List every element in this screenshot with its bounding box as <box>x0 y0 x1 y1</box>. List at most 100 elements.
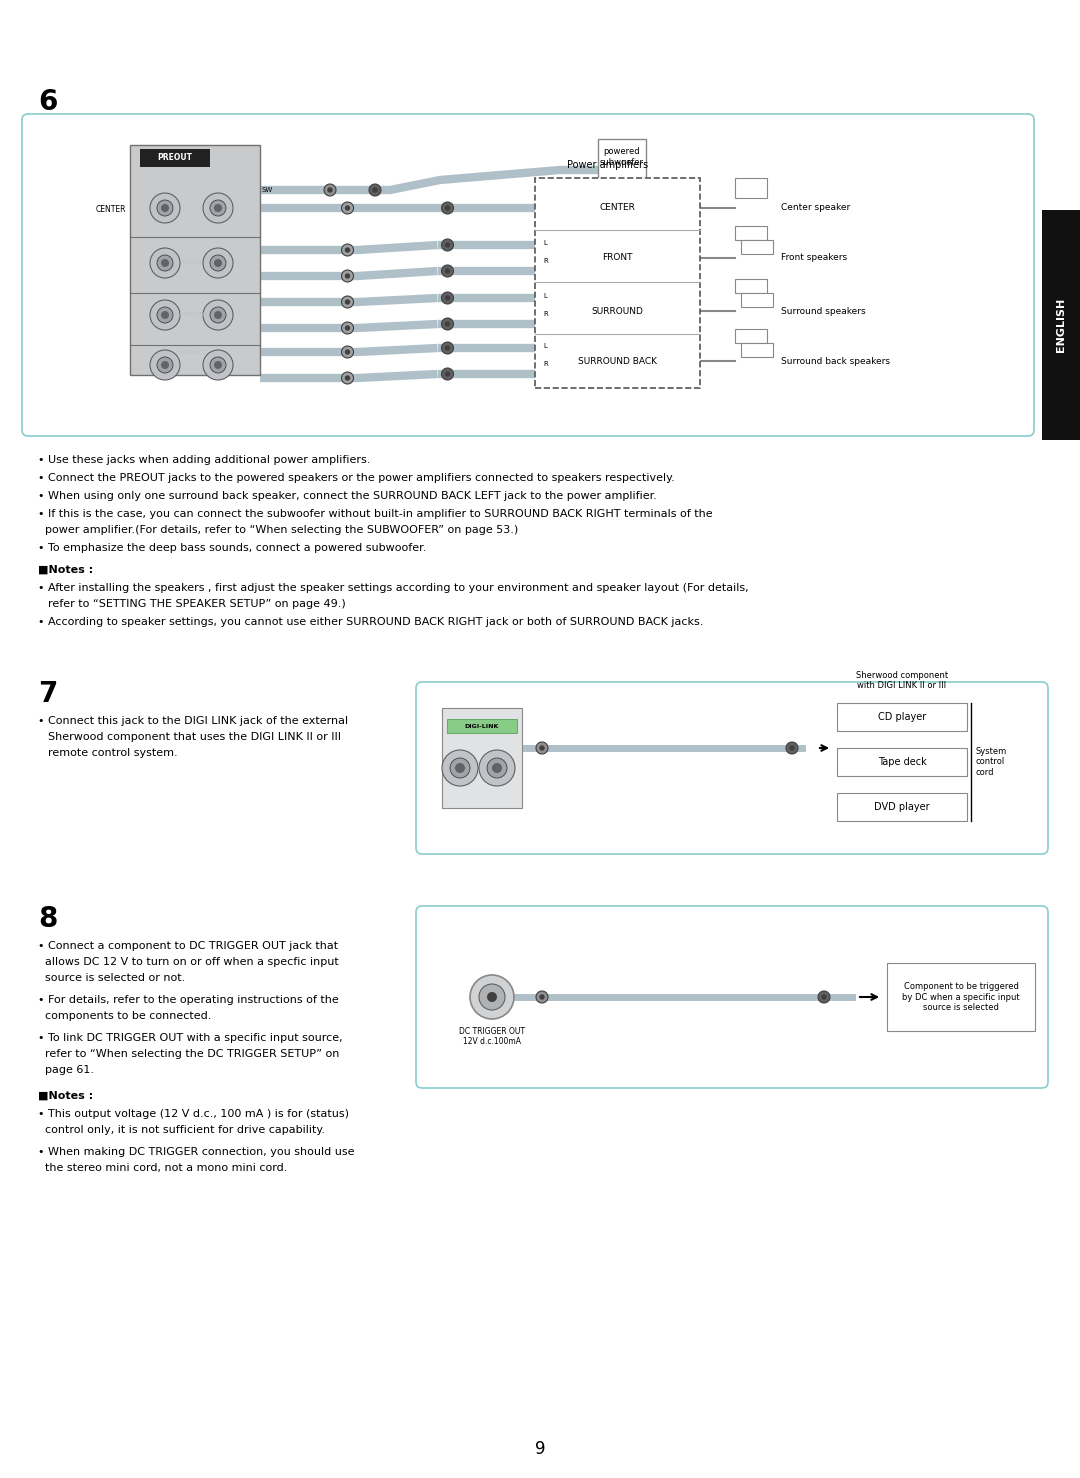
Text: SURROUND: SURROUND <box>592 306 644 315</box>
Circle shape <box>369 183 381 197</box>
Circle shape <box>442 202 454 214</box>
Text: ENGLISH: ENGLISH <box>1056 299 1066 352</box>
Circle shape <box>373 188 378 192</box>
Text: L: L <box>543 343 546 349</box>
Circle shape <box>487 992 497 1002</box>
Circle shape <box>442 341 454 355</box>
Bar <box>447 718 517 733</box>
Text: ■Notes :: ■Notes : <box>38 1091 93 1101</box>
Bar <box>130 145 260 375</box>
Circle shape <box>345 349 350 355</box>
Text: DVD player: DVD player <box>874 803 930 811</box>
Circle shape <box>345 247 350 253</box>
Text: 9: 9 <box>535 1440 545 1457</box>
Circle shape <box>210 307 226 324</box>
Circle shape <box>210 358 226 372</box>
Text: Tape deck: Tape deck <box>878 757 927 767</box>
Circle shape <box>341 270 353 282</box>
Circle shape <box>480 749 515 786</box>
Text: source is selected or not.: source is selected or not. <box>38 973 186 983</box>
Text: SURROUND: SURROUND <box>174 312 210 318</box>
Circle shape <box>157 200 173 216</box>
Text: 8: 8 <box>38 905 57 933</box>
Circle shape <box>324 183 336 197</box>
Text: • For details, refer to the operating instructions of the: • For details, refer to the operating in… <box>38 995 339 1005</box>
Text: components to be connected.: components to be connected. <box>38 1011 212 1021</box>
Circle shape <box>786 742 798 754</box>
Text: System
control
cord: System control cord <box>975 746 1007 777</box>
Text: • Connect the PREOUT jacks to the powered speakers or the power amplifiers conne: • Connect the PREOUT jacks to the powere… <box>38 473 675 483</box>
Bar <box>837 704 967 732</box>
Bar <box>140 149 210 167</box>
Text: R: R <box>543 310 548 316</box>
Circle shape <box>157 307 173 324</box>
Circle shape <box>341 202 353 214</box>
Circle shape <box>480 984 505 1009</box>
Circle shape <box>161 204 168 211</box>
Circle shape <box>450 758 470 777</box>
Text: • Connect a component to DC TRIGGER OUT jack that: • Connect a component to DC TRIGGER OUT … <box>38 941 338 950</box>
Circle shape <box>445 321 450 327</box>
Circle shape <box>445 205 450 211</box>
Text: SW: SW <box>262 188 273 194</box>
Circle shape <box>161 259 168 268</box>
Circle shape <box>539 745 544 751</box>
Circle shape <box>327 188 333 192</box>
Text: • To link DC TRIGGER OUT with a specific input source,: • To link DC TRIGGER OUT with a specific… <box>38 1033 342 1043</box>
Text: 6: 6 <box>38 89 57 115</box>
Text: • When using only one surround back speaker, connect the SURROUND BACK LEFT jack: • When using only one surround back spea… <box>38 491 657 501</box>
Circle shape <box>150 248 180 278</box>
Text: • After installing the speakers , first adjust the speaker settings according to: • After installing the speakers , first … <box>38 582 748 593</box>
Bar <box>735 226 767 239</box>
Text: powered
subwoofer: powered subwoofer <box>600 148 644 167</box>
Text: Component to be triggered
by DC when a specific input
source is selected: Component to be triggered by DC when a s… <box>902 981 1020 1012</box>
Circle shape <box>345 205 350 211</box>
Circle shape <box>150 194 180 223</box>
Text: DC TRIGGER OUT
12V d.c.100mA: DC TRIGGER OUT 12V d.c.100mA <box>459 1027 525 1046</box>
Text: Sherwood component
with DIGI LINK II or III: Sherwood component with DIGI LINK II or … <box>856 671 948 690</box>
FancyBboxPatch shape <box>416 906 1048 1088</box>
Circle shape <box>445 371 450 377</box>
Bar <box>598 139 646 185</box>
Circle shape <box>345 300 350 304</box>
Circle shape <box>442 265 454 276</box>
Bar <box>741 293 773 307</box>
Text: Power amplifiers: Power amplifiers <box>567 160 648 170</box>
Text: R: R <box>543 361 548 367</box>
Text: power amplifier.(For details, refer to “When selecting the SUBWOOFER” on page 53: power amplifier.(For details, refer to “… <box>38 525 518 535</box>
Circle shape <box>345 273 350 279</box>
Circle shape <box>487 758 507 777</box>
Circle shape <box>341 244 353 256</box>
Text: SURROUND BACK: SURROUND BACK <box>578 356 657 365</box>
Circle shape <box>492 763 502 773</box>
Text: • Connect this jack to the DIGI LINK jack of the external: • Connect this jack to the DIGI LINK jac… <box>38 715 348 726</box>
Circle shape <box>341 346 353 358</box>
Circle shape <box>445 346 450 350</box>
Text: CENTER: CENTER <box>95 205 126 214</box>
Text: control only, it is not sufficient for drive capability.: control only, it is not sufficient for d… <box>38 1125 325 1135</box>
Circle shape <box>203 350 233 380</box>
Circle shape <box>150 300 180 330</box>
Text: page 61.: page 61. <box>38 1066 94 1075</box>
Text: remote control system.: remote control system. <box>48 748 177 758</box>
Text: • If this is the case, you can connect the subwoofer without built-in amplifier : • If this is the case, you can connect t… <box>38 508 713 519</box>
Text: DIGI-LINK: DIGI-LINK <box>464 724 499 729</box>
Circle shape <box>455 763 465 773</box>
Text: CD player: CD player <box>878 712 927 721</box>
Circle shape <box>470 975 514 1018</box>
Circle shape <box>821 995 826 999</box>
Bar <box>535 177 700 389</box>
Circle shape <box>341 372 353 384</box>
Circle shape <box>210 200 226 216</box>
Text: Center speaker: Center speaker <box>781 204 850 213</box>
Circle shape <box>536 992 548 1004</box>
Circle shape <box>341 296 353 307</box>
Circle shape <box>214 204 222 211</box>
Text: Sherwood component that uses the DIGI LINK II or III: Sherwood component that uses the DIGI LI… <box>48 732 341 742</box>
Circle shape <box>789 745 795 751</box>
Circle shape <box>203 248 233 278</box>
Circle shape <box>442 749 478 786</box>
Circle shape <box>442 318 454 330</box>
Bar <box>735 330 767 343</box>
Text: • This output voltage (12 V d.c., 100 mA ) is for (status): • This output voltage (12 V d.c., 100 mA… <box>38 1108 349 1119</box>
